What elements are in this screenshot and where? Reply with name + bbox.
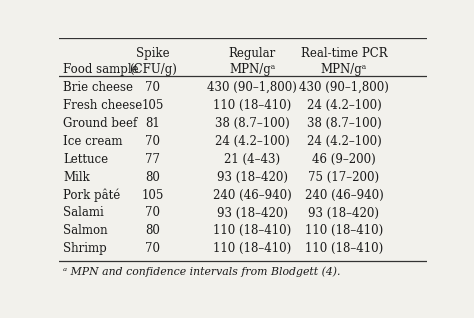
Text: 240 (46–940): 240 (46–940)	[213, 189, 292, 202]
Text: Fresh cheese: Fresh cheese	[63, 99, 142, 112]
Text: (CFU/g): (CFU/g)	[129, 63, 177, 76]
Text: ᵃ MPN and confidence intervals from Blodgett (4).: ᵃ MPN and confidence intervals from Blod…	[63, 266, 340, 277]
Text: Ground beef: Ground beef	[63, 117, 137, 130]
Text: 105: 105	[142, 99, 164, 112]
Text: 80: 80	[146, 171, 160, 183]
Text: Salmon: Salmon	[63, 225, 108, 238]
Text: 21 (4–43): 21 (4–43)	[224, 153, 280, 166]
Text: 24 (4.2–100): 24 (4.2–100)	[307, 135, 381, 148]
Text: 93 (18–420): 93 (18–420)	[217, 171, 288, 183]
Text: Pork pâté: Pork pâté	[63, 189, 120, 202]
Text: Salami: Salami	[63, 206, 104, 219]
Text: 24 (4.2–100): 24 (4.2–100)	[215, 135, 290, 148]
Text: 70: 70	[146, 135, 160, 148]
Text: 46 (9–200): 46 (9–200)	[312, 153, 376, 166]
Text: 70: 70	[146, 242, 160, 255]
Text: MPN/gᵃ: MPN/gᵃ	[229, 63, 275, 76]
Text: 430 (90–1,800): 430 (90–1,800)	[207, 81, 297, 94]
Text: 105: 105	[142, 189, 164, 202]
Text: MPN/gᵃ: MPN/gᵃ	[321, 63, 367, 76]
Text: 75 (17–200): 75 (17–200)	[309, 171, 380, 183]
Text: 70: 70	[146, 206, 160, 219]
Text: 430 (90–1,800): 430 (90–1,800)	[299, 81, 389, 94]
Text: 110 (18–410): 110 (18–410)	[213, 99, 291, 112]
Text: 24 (4.2–100): 24 (4.2–100)	[307, 99, 381, 112]
Text: 110 (18–410): 110 (18–410)	[213, 225, 291, 238]
Text: 80: 80	[146, 225, 160, 238]
Text: Shrimp: Shrimp	[63, 242, 107, 255]
Text: Ice cream: Ice cream	[63, 135, 122, 148]
Text: 240 (46–940): 240 (46–940)	[305, 189, 383, 202]
Text: 81: 81	[146, 117, 160, 130]
Text: Brie cheese: Brie cheese	[63, 81, 133, 94]
Text: 93 (18–420): 93 (18–420)	[309, 206, 380, 219]
Text: 70: 70	[146, 81, 160, 94]
Text: Regular: Regular	[228, 47, 276, 60]
Text: Real-time PCR: Real-time PCR	[301, 47, 387, 60]
Text: 110 (18–410): 110 (18–410)	[213, 242, 291, 255]
Text: Lettuce: Lettuce	[63, 153, 108, 166]
Text: 110 (18–410): 110 (18–410)	[305, 242, 383, 255]
Text: 110 (18–410): 110 (18–410)	[305, 225, 383, 238]
Text: Food sample: Food sample	[63, 63, 138, 76]
Text: 93 (18–420): 93 (18–420)	[217, 206, 288, 219]
Text: Milk: Milk	[63, 171, 90, 183]
Text: 77: 77	[146, 153, 160, 166]
Text: 38 (8.7–100): 38 (8.7–100)	[215, 117, 290, 130]
Text: Spike: Spike	[136, 47, 170, 60]
Text: 38 (8.7–100): 38 (8.7–100)	[307, 117, 381, 130]
